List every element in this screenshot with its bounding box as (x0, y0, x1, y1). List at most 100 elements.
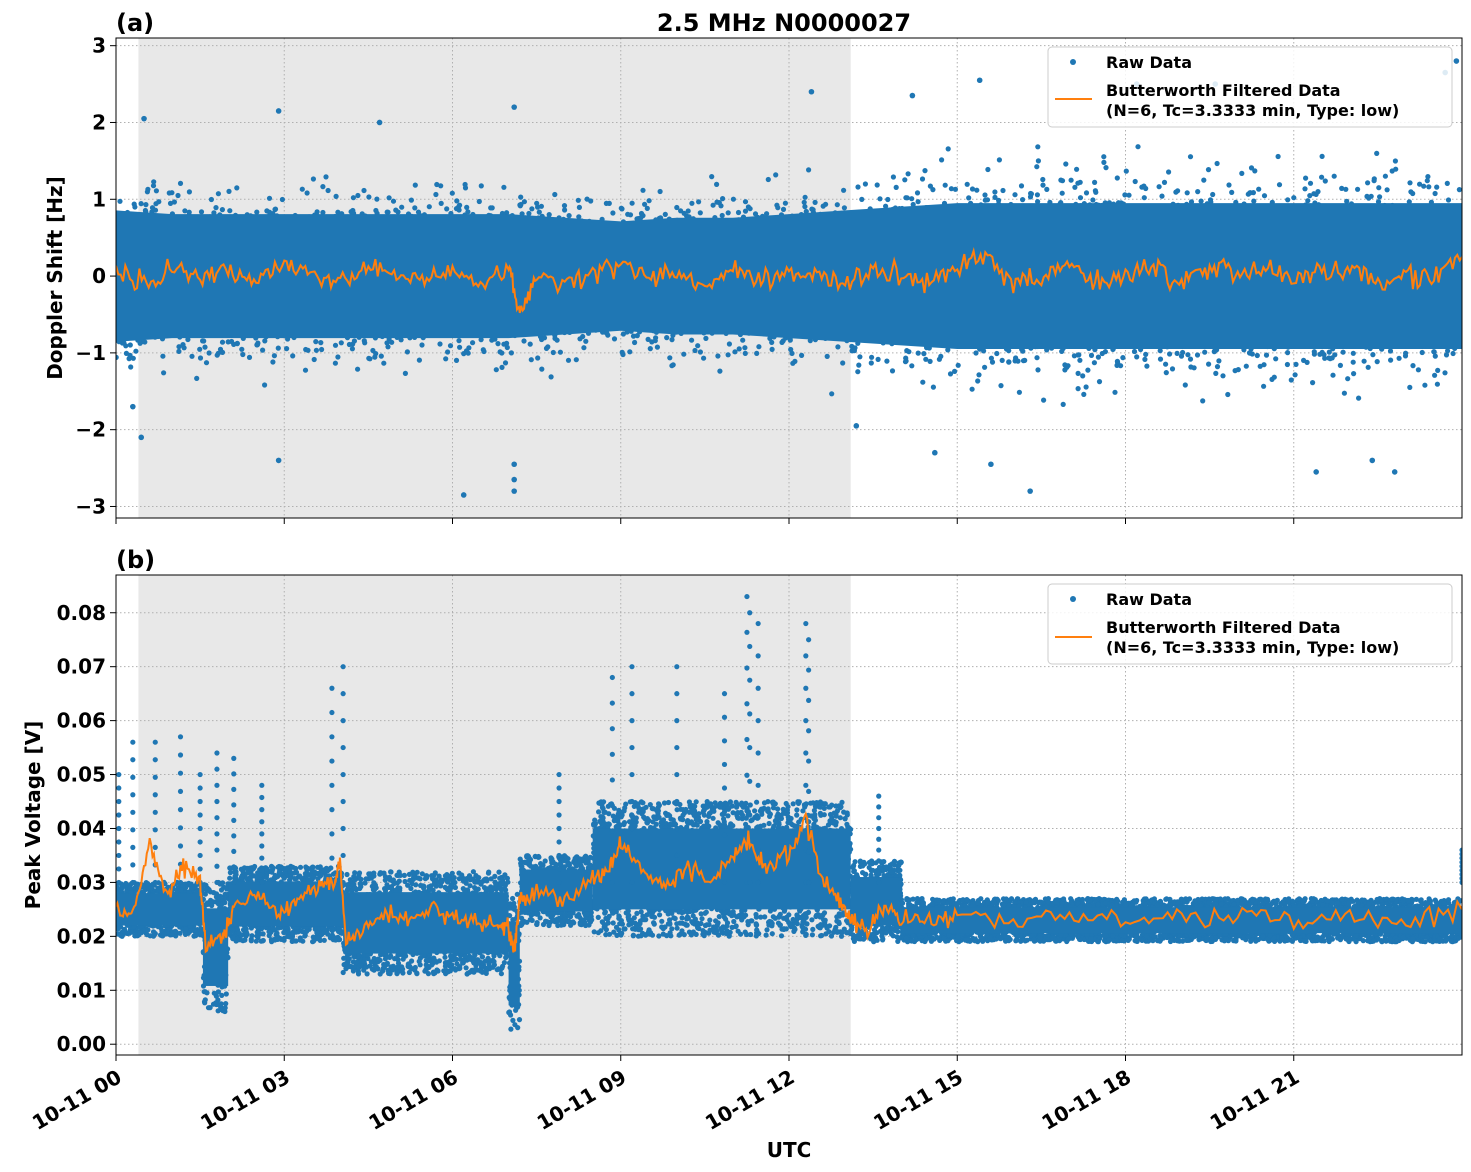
raw-data-point (1091, 360, 1097, 366)
raw-data-point (355, 192, 361, 199)
raw-data-point (606, 200, 612, 206)
raw-data-point (1058, 177, 1064, 183)
raw-data-point (999, 357, 1005, 363)
raw-data-point (175, 192, 181, 199)
raw-data-point (202, 344, 208, 350)
raw-data-point (1252, 168, 1258, 174)
raw-data-point (1388, 357, 1394, 363)
raw-data-point (275, 345, 281, 351)
panel-a-raw-points (116, 58, 1462, 498)
raw-data-point (927, 358, 933, 364)
raw-data-point (1293, 361, 1299, 367)
raw-data-point (1063, 161, 1069, 167)
raw-data-point (284, 346, 290, 352)
raw-data-point (1213, 370, 1219, 376)
raw-data-point (137, 340, 143, 346)
raw-data-point (1417, 181, 1423, 187)
raw-data-point (1075, 386, 1081, 392)
raw-data-point (669, 363, 675, 369)
raw-data-point (1434, 184, 1440, 190)
raw-data-point (323, 174, 329, 180)
raw-data-point (1126, 192, 1132, 198)
raw-data-point (914, 190, 921, 196)
raw-data-point (319, 346, 325, 353)
raw-data-point (1059, 190, 1065, 196)
raw-data-point (945, 146, 951, 152)
raw-data-point (996, 197, 1002, 203)
raw-data-point (974, 187, 980, 193)
raw-data-point (782, 200, 789, 206)
raw-data-point (1093, 189, 1099, 195)
raw-data-point (580, 333, 586, 340)
raw-data-point (973, 350, 979, 356)
raw-data-point (964, 181, 970, 187)
raw-data-point (1421, 183, 1427, 189)
raw-data-point (438, 183, 444, 189)
raw-data-point (1392, 158, 1398, 164)
raw-data-point (1435, 367, 1441, 373)
raw-data-point (1443, 352, 1450, 358)
raw-data-point (689, 200, 695, 206)
raw-data-point (789, 350, 795, 356)
raw-data-point (318, 340, 324, 346)
raw-data-point (404, 349, 410, 355)
raw-data-point (681, 351, 687, 357)
raw-data-point (246, 354, 253, 360)
raw-data-point (1182, 382, 1188, 388)
raw-data-point (642, 201, 648, 207)
raw-data-point (1419, 349, 1425, 356)
raw-data-point (398, 337, 404, 343)
raw-data-point (764, 211, 770, 217)
raw-data-point (554, 337, 560, 343)
raw-data-point (254, 209, 260, 215)
raw-data-point (874, 182, 880, 188)
raw-data-point (521, 199, 528, 205)
raw-data-point (395, 209, 401, 215)
raw-data-point (1157, 348, 1163, 354)
raw-data-point (518, 194, 524, 200)
raw-data-point (647, 346, 653, 352)
raw-data-point (1407, 384, 1413, 390)
raw-data-point (535, 204, 541, 210)
raw-data-point (982, 364, 988, 370)
raw-data-point (742, 208, 749, 214)
raw-data-point (128, 364, 134, 370)
raw-data-point (153, 188, 159, 194)
raw-data-point (657, 188, 663, 195)
raw-data-point (501, 341, 507, 347)
raw-data-point (1445, 197, 1452, 203)
raw-data-point (769, 346, 775, 352)
raw-data-point (1135, 144, 1141, 150)
raw-data-point (1410, 363, 1416, 369)
raw-data-point (841, 187, 847, 193)
raw-data-point (1083, 384, 1089, 390)
raw-data-point (1415, 367, 1421, 373)
raw-data-point (454, 198, 460, 204)
raw-data-point (855, 184, 861, 190)
raw-data-point (302, 367, 309, 373)
raw-data-point (1068, 177, 1074, 183)
raw-data-point (1445, 348, 1451, 354)
raw-data-point (1195, 189, 1201, 195)
raw-data-point (1216, 358, 1222, 364)
raw-data-point (1034, 192, 1040, 198)
raw-data-point (806, 167, 812, 173)
raw-data-point (1350, 359, 1356, 365)
raw-data-point (952, 368, 958, 374)
raw-data-point (217, 346, 224, 352)
raw-data-point (742, 350, 748, 356)
raw-data-point (143, 202, 149, 208)
raw-data-point (1059, 348, 1065, 354)
raw-data-point (856, 362, 862, 368)
raw-data-point (499, 364, 505, 370)
raw-data-point (982, 192, 988, 198)
raw-data-point (419, 342, 425, 348)
raw-data-point (1088, 352, 1095, 358)
raw-data-point (802, 204, 808, 210)
raw-data-point (156, 199, 162, 205)
raw-data-point (945, 347, 951, 353)
raw-data-point (835, 344, 841, 350)
raw-data-point (1271, 374, 1277, 380)
raw-data-point (1376, 185, 1382, 191)
raw-data-point (1365, 364, 1371, 370)
